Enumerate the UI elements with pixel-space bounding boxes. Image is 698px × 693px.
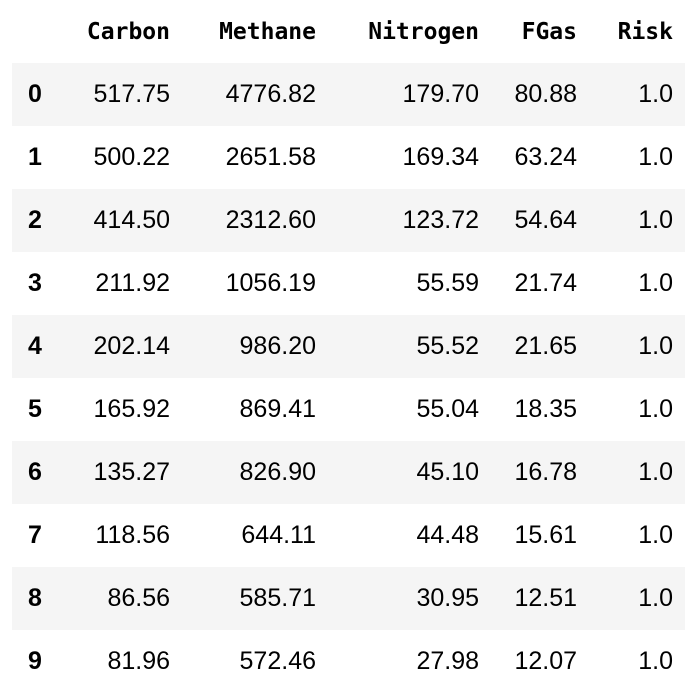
cell-fgas: 15.61 (514, 521, 577, 549)
cell-methane: 826.90 (239, 458, 316, 486)
row-index: 5 (28, 395, 42, 423)
dataframe-table: Carbon Methane Nitrogen FGas Risk 0 517.7… (12, 0, 685, 693)
cell-nitrogen: 169.34 (402, 143, 479, 171)
row-index: 6 (28, 458, 42, 486)
cell-risk: 1.0 (638, 269, 673, 297)
cell-methane: 2651.58 (225, 143, 316, 171)
cell-carbon: 500.22 (93, 143, 170, 171)
cell-nitrogen: 179.70 (402, 80, 479, 108)
row-index: 8 (28, 584, 42, 612)
row-index: 7 (28, 521, 42, 549)
row-index: 3 (28, 269, 42, 297)
cell-nitrogen: 30.95 (416, 584, 479, 612)
column-header-nitrogen: Nitrogen (368, 18, 479, 45)
cell-methane: 2312.60 (225, 206, 316, 234)
cell-risk: 1.0 (638, 584, 673, 612)
table-row: 1 500.22 2651.58 169.34 63.24 1.0 (12, 126, 685, 189)
header-row: Carbon Methane Nitrogen FGas Risk (12, 0, 685, 63)
cell-fgas: 21.65 (514, 332, 577, 360)
table-row: 6 135.27 826.90 45.10 16.78 1.0 (12, 441, 685, 504)
row-index: 9 (28, 647, 42, 675)
cell-carbon: 211.92 (95, 269, 170, 297)
dataframe-output: Carbon Methane Nitrogen FGas Risk 0 517.7… (12, 0, 685, 693)
table-row: 7 118.56 644.11 44.48 15.61 1.0 (12, 504, 685, 567)
cell-methane: 585.71 (239, 584, 316, 612)
cell-carbon: 118.56 (95, 521, 170, 549)
cell-carbon: 81.96 (107, 647, 170, 675)
cell-risk: 1.0 (638, 80, 673, 108)
row-index: 4 (28, 332, 42, 360)
cell-nitrogen: 44.48 (416, 521, 479, 549)
cell-nitrogen: 27.98 (416, 647, 479, 675)
table-row: 2 414.50 2312.60 123.72 54.64 1.0 (12, 189, 685, 252)
cell-nitrogen: 45.10 (416, 458, 479, 486)
cell-nitrogen: 55.59 (416, 269, 479, 297)
row-index: 0 (28, 80, 42, 108)
cell-methane: 1056.19 (225, 269, 316, 297)
table-row: 3 211.92 1056.19 55.59 21.74 1.0 (12, 252, 685, 315)
cell-fgas: 18.35 (514, 395, 577, 423)
column-header-risk: Risk (617, 18, 673, 45)
cell-fgas: 12.51 (514, 584, 577, 612)
cell-risk: 1.0 (638, 647, 673, 675)
column-header-fgas: FGas (521, 18, 577, 45)
column-header-methane: Methane (219, 18, 316, 45)
cell-risk: 1.0 (638, 206, 673, 234)
cell-fgas: 21.74 (514, 269, 577, 297)
cell-carbon: 414.50 (93, 206, 170, 234)
row-index: 1 (28, 143, 42, 171)
cell-risk: 1.0 (638, 332, 673, 360)
row-index: 2 (28, 206, 42, 234)
cell-nitrogen: 55.52 (416, 332, 479, 360)
cell-carbon: 165.92 (93, 395, 170, 423)
cell-nitrogen: 55.04 (416, 395, 479, 423)
cell-fgas: 12.07 (514, 647, 577, 675)
cell-carbon: 517.75 (93, 80, 170, 108)
cell-carbon: 135.27 (93, 458, 170, 486)
cell-carbon: 202.14 (93, 332, 170, 360)
cell-methane: 572.46 (239, 647, 316, 675)
table-body: 0 517.75 4776.82 179.70 80.88 1.0 1 500.22 2651.… (12, 63, 685, 693)
cell-fgas: 54.64 (514, 206, 577, 234)
table-row: 5 165.92 869.41 55.04 18.35 1.0 (12, 378, 685, 441)
cell-risk: 1.0 (638, 521, 673, 549)
cell-methane: 986.20 (239, 332, 316, 360)
table-header: Carbon Methane Nitrogen FGas Risk (12, 0, 685, 63)
cell-fgas: 16.78 (514, 458, 577, 486)
cell-methane: 644.11 (241, 521, 316, 549)
table-row: 0 517.75 4776.82 179.70 80.88 1.0 (12, 63, 685, 126)
table-row: 8 86.56 585.71 30.95 12.51 1.0 (12, 567, 685, 630)
cell-risk: 1.0 (638, 395, 673, 423)
table-row: 4 202.14 986.20 55.52 21.65 1.0 (12, 315, 685, 378)
cell-risk: 1.0 (638, 458, 673, 486)
cell-fgas: 63.24 (514, 143, 577, 171)
cell-risk: 1.0 (638, 143, 673, 171)
column-header-carbon: Carbon (86, 18, 170, 45)
table-row: 9 81.96 572.46 27.98 12.07 1.0 (12, 630, 685, 693)
index-header (12, 0, 59, 63)
cell-carbon: 86.56 (107, 584, 170, 612)
cell-methane: 869.41 (239, 395, 316, 423)
cell-nitrogen: 123.72 (402, 206, 479, 234)
cell-methane: 4776.82 (225, 80, 316, 108)
cell-fgas: 80.88 (514, 80, 577, 108)
